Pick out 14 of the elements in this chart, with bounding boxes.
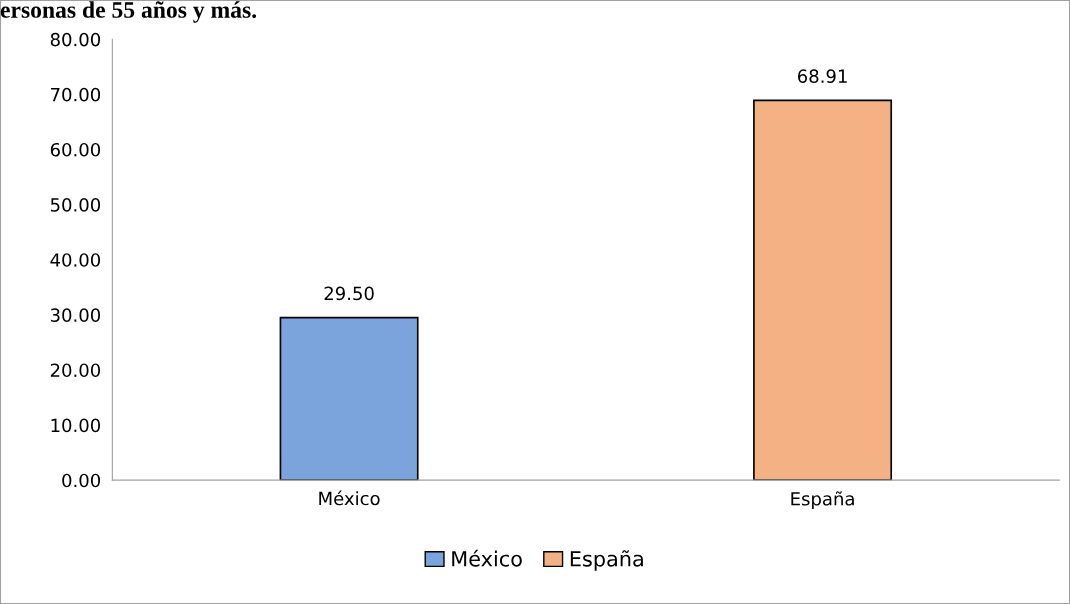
text: 68.91 [797, 69, 847, 83]
y-tick-label: 80.00 [50, 32, 101, 47]
y-tick-label: 30.00 [50, 308, 101, 322]
text: 29.50 [324, 286, 374, 301]
y-tick-label: 20.00 [50, 363, 101, 378]
y-tick-label: 70.00 [51, 87, 101, 102]
y-tick-label: 50.00 [50, 198, 101, 212]
legend-label: México [452, 549, 522, 567]
y-tick-label: 0.00 [62, 473, 101, 488]
legend-label: España [570, 550, 643, 571]
y-tick-label: 60.00 [50, 142, 101, 157]
chart-title: ersonas de 55 años y más. [0, 1, 257, 23]
y-tick-label: 40.00 [50, 253, 101, 267]
y-tick-label: 10.00 [51, 418, 101, 433]
